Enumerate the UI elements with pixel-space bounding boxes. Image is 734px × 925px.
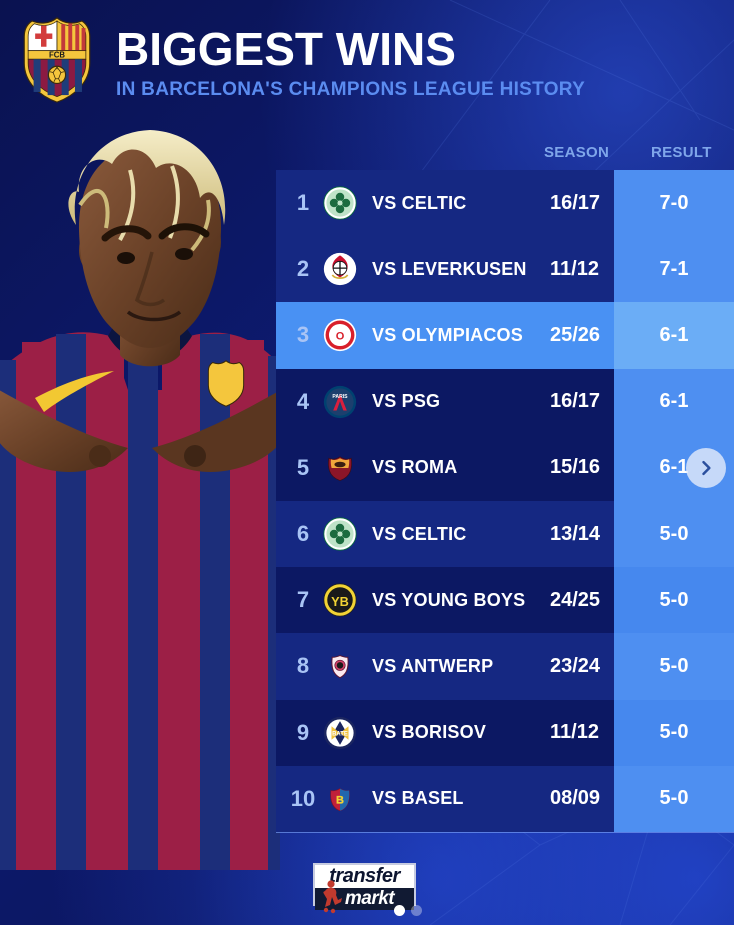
svg-text:FCB: FCB bbox=[49, 51, 65, 60]
svg-text:B: B bbox=[336, 794, 344, 806]
svg-text:YB: YB bbox=[331, 594, 349, 609]
svg-text:O: O bbox=[336, 331, 345, 343]
svg-text:PARIS: PARIS bbox=[332, 393, 348, 399]
svg-text:BATE: BATE bbox=[332, 731, 348, 737]
